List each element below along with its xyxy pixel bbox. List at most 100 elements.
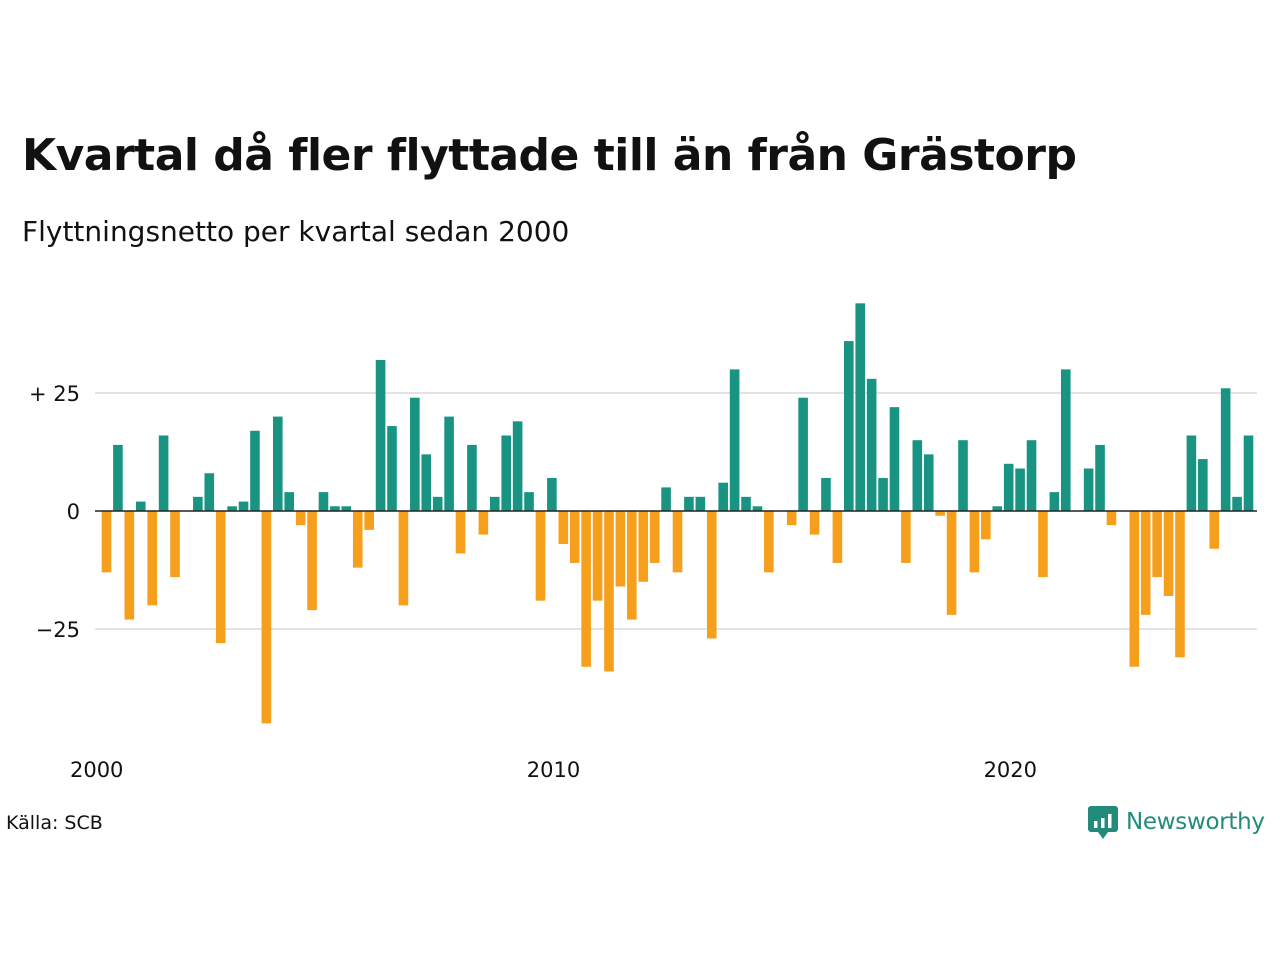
- bar: [113, 444, 123, 511]
- bar: [158, 435, 169, 511]
- bar: [695, 496, 706, 511]
- bar: [375, 359, 386, 511]
- x-tick-label: 2020: [984, 758, 1037, 782]
- bar: [581, 511, 591, 667]
- bar: [901, 511, 911, 563]
- bar: [672, 511, 683, 573]
- bar: [878, 477, 888, 511]
- bar: [410, 397, 420, 511]
- bar: [501, 435, 511, 511]
- bar: [1163, 511, 1174, 596]
- chart-subtitle: Flyttningsnetto per kvartal sedan 2000: [22, 215, 570, 248]
- bar: [444, 416, 454, 511]
- bar: [1152, 511, 1162, 578]
- bar: [992, 506, 1003, 511]
- bar: [421, 454, 432, 511]
- bar: [524, 492, 534, 511]
- bar: [809, 511, 820, 535]
- bar: [250, 430, 260, 511]
- bar: [1003, 463, 1014, 511]
- bar: [958, 440, 968, 511]
- y-tick-label: −25: [36, 618, 80, 642]
- bar: [387, 426, 397, 511]
- bar: [844, 341, 854, 511]
- bar: [352, 511, 363, 568]
- bar: [1243, 435, 1254, 511]
- bar: [706, 511, 717, 639]
- bar: [512, 421, 523, 511]
- bar: [1198, 459, 1208, 511]
- bar: [193, 496, 203, 511]
- source-note: Källa: SCB: [6, 812, 103, 834]
- bar: [467, 444, 477, 511]
- bar: [455, 511, 466, 554]
- bar: [1175, 511, 1185, 658]
- bar: [238, 501, 249, 511]
- bar: [124, 511, 135, 620]
- bar: [821, 477, 831, 511]
- bar: [1129, 511, 1140, 667]
- bar: [786, 511, 797, 526]
- bar: [1060, 369, 1071, 511]
- x-tick-label: 2000: [70, 758, 123, 782]
- bar: [661, 487, 671, 511]
- axes: + 25 0 −25 2000 2010 2020: [29, 382, 1257, 782]
- bar: [729, 369, 740, 511]
- bar: [684, 496, 694, 511]
- bar: [912, 440, 923, 511]
- chart-title: Kvartal då fler flyttade till än från Gr…: [22, 130, 1077, 181]
- bar: [547, 477, 557, 511]
- bar: [1026, 440, 1037, 511]
- bar: [101, 511, 112, 573]
- bar: [764, 511, 774, 573]
- bar: [398, 511, 409, 606]
- brand-name: Newsworthy: [1126, 809, 1265, 835]
- bar: [969, 511, 980, 573]
- bar: [1049, 492, 1060, 511]
- bar: [135, 501, 146, 511]
- bar: [432, 496, 443, 511]
- bar: [1015, 468, 1025, 511]
- bar: [478, 511, 489, 535]
- bar: [170, 511, 180, 578]
- bar: [1220, 388, 1231, 511]
- bar: [798, 397, 808, 511]
- bar: [752, 506, 763, 511]
- bar: [638, 511, 649, 582]
- bar: [615, 511, 626, 587]
- bar: [364, 511, 374, 530]
- bars: [101, 303, 1254, 724]
- bar: [935, 511, 945, 516]
- bar: [946, 511, 957, 615]
- bar: [569, 511, 580, 563]
- bar: [923, 454, 934, 511]
- bar: [855, 303, 866, 511]
- bar: [1083, 468, 1094, 511]
- bar: [535, 511, 546, 601]
- bar: [1186, 435, 1197, 511]
- bar: [273, 416, 283, 511]
- brand-logo[interactable]: Newsworthy: [1088, 804, 1265, 840]
- bar: [227, 506, 237, 511]
- bar: [832, 511, 843, 563]
- y-tick-label: 0: [67, 500, 80, 524]
- bar: [981, 511, 991, 540]
- bar: [718, 482, 728, 511]
- bar: [284, 492, 295, 511]
- bar: [330, 506, 340, 511]
- bar: [1095, 444, 1105, 511]
- bar: [147, 511, 157, 606]
- bar: [318, 492, 329, 511]
- y-tick-label: + 25: [29, 382, 80, 406]
- bar: [215, 511, 226, 644]
- bar: [558, 511, 569, 545]
- bar: [1232, 496, 1242, 511]
- newsworthy-logo-icon: [1088, 806, 1118, 839]
- bar: [489, 496, 500, 511]
- bar: [204, 473, 215, 511]
- x-tick-label: 2010: [527, 758, 580, 782]
- bar: [1140, 511, 1151, 615]
- bar: [592, 511, 603, 601]
